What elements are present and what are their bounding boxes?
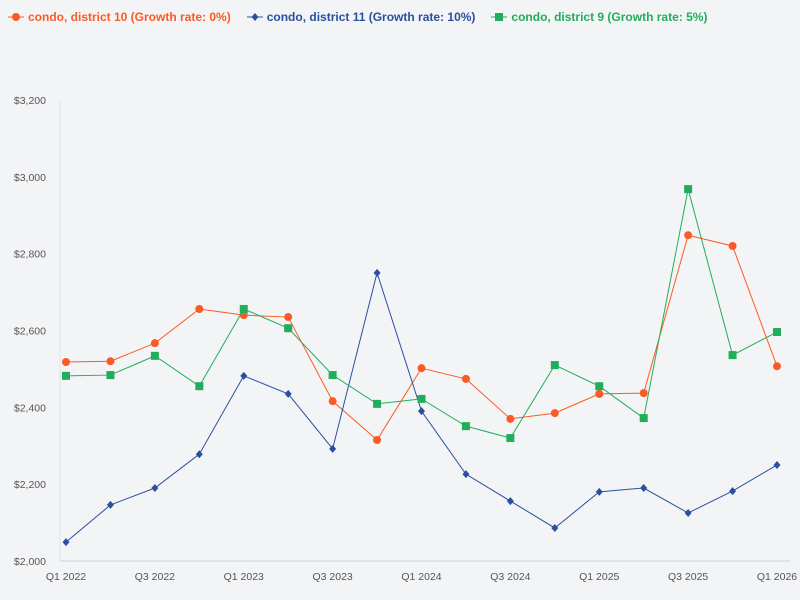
x-tick-label: Q1 2023 <box>224 571 264 583</box>
data-point <box>728 241 737 250</box>
data-point <box>550 409 559 418</box>
data-point <box>551 523 559 532</box>
data-point <box>284 313 293 322</box>
data-point <box>62 358 70 367</box>
data-point <box>729 487 737 496</box>
data-point <box>640 484 648 493</box>
x-tick-label: Q3 2022 <box>135 571 175 583</box>
x-tick-label: Q1 2025 <box>579 571 619 583</box>
legend-marker-icon <box>8 13 24 21</box>
legend-item[interactable]: condo, district 9 (Growth rate: 5%) <box>491 10 707 24</box>
data-point <box>684 185 693 194</box>
y-tick-label: $3,000 <box>14 172 46 184</box>
data-point <box>684 508 692 517</box>
data-point <box>461 374 470 383</box>
data-point <box>417 394 426 403</box>
data-point <box>684 231 693 240</box>
data-point <box>639 414 648 423</box>
x-tick-label: Q1 2022 <box>46 571 86 583</box>
data-point <box>639 389 648 398</box>
data-point <box>506 434 515 443</box>
data-point <box>773 328 781 337</box>
data-point <box>373 399 382 408</box>
y-tick-label: $2,600 <box>14 326 46 338</box>
data-point <box>595 487 603 496</box>
data-point <box>461 422 470 431</box>
data-point <box>240 371 248 380</box>
legend-item[interactable]: condo, district 10 (Growth rate: 0%) <box>8 10 231 24</box>
y-tick-label: $3,200 <box>14 95 46 107</box>
data-point <box>284 389 292 398</box>
data-point <box>728 351 737 360</box>
data-point <box>106 371 115 380</box>
data-point <box>506 414 515 423</box>
x-tick-label: Q3 2024 <box>490 571 530 583</box>
legend-label: condo, district 9 (Growth rate: 5%) <box>511 10 708 24</box>
data-point <box>151 484 159 493</box>
legend-label: condo, district 10 (Growth rate: 0%) <box>28 10 231 24</box>
data-point <box>150 339 159 348</box>
data-point <box>373 268 381 277</box>
legend-item[interactable]: condo, district 11 (Growth rate: 10%) <box>246 10 476 24</box>
legend-marker-icon <box>246 13 263 21</box>
x-tick-label: Q3 2025 <box>668 571 708 583</box>
data-point <box>62 538 70 547</box>
legend-marker-icon <box>491 13 508 21</box>
x-tick-label: Q1 2026 <box>757 571 797 583</box>
data-point <box>328 397 337 406</box>
data-point <box>195 450 203 459</box>
y-tick-label: $2,800 <box>14 249 46 261</box>
legend: condo, district 10 (Growth rate: 0%) cond… <box>8 10 792 24</box>
data-point <box>373 435 382 444</box>
data-point <box>106 357 115 366</box>
data-point <box>462 470 470 479</box>
data-point <box>150 351 159 360</box>
data-point <box>773 460 781 469</box>
data-point <box>106 500 114 509</box>
y-tick-label: $2,400 <box>14 402 46 414</box>
data-point <box>418 407 425 416</box>
data-point <box>506 497 514 506</box>
y-tick-label: $2,200 <box>14 479 46 491</box>
data-point <box>284 324 293 333</box>
legend-marker <box>12 13 20 21</box>
x-tick-label: Q3 2023 <box>312 571 352 583</box>
data-point <box>328 371 337 380</box>
data-point <box>550 361 559 370</box>
data-point <box>417 364 426 373</box>
data-point <box>595 382 604 391</box>
y-tick-label: $2,000 <box>14 556 46 568</box>
data-point <box>195 382 204 391</box>
data-point <box>595 389 604 398</box>
data-point <box>329 444 337 453</box>
data-point <box>195 304 204 313</box>
legend-marker <box>495 13 504 21</box>
legend-marker <box>251 13 259 21</box>
x-tick-label: Q1 2024 <box>401 571 441 583</box>
data-point <box>62 371 70 380</box>
legend-label: condo, district 11 (Growth rate: 10%) <box>266 10 476 24</box>
data-point <box>239 304 248 313</box>
data-point <box>773 362 781 371</box>
